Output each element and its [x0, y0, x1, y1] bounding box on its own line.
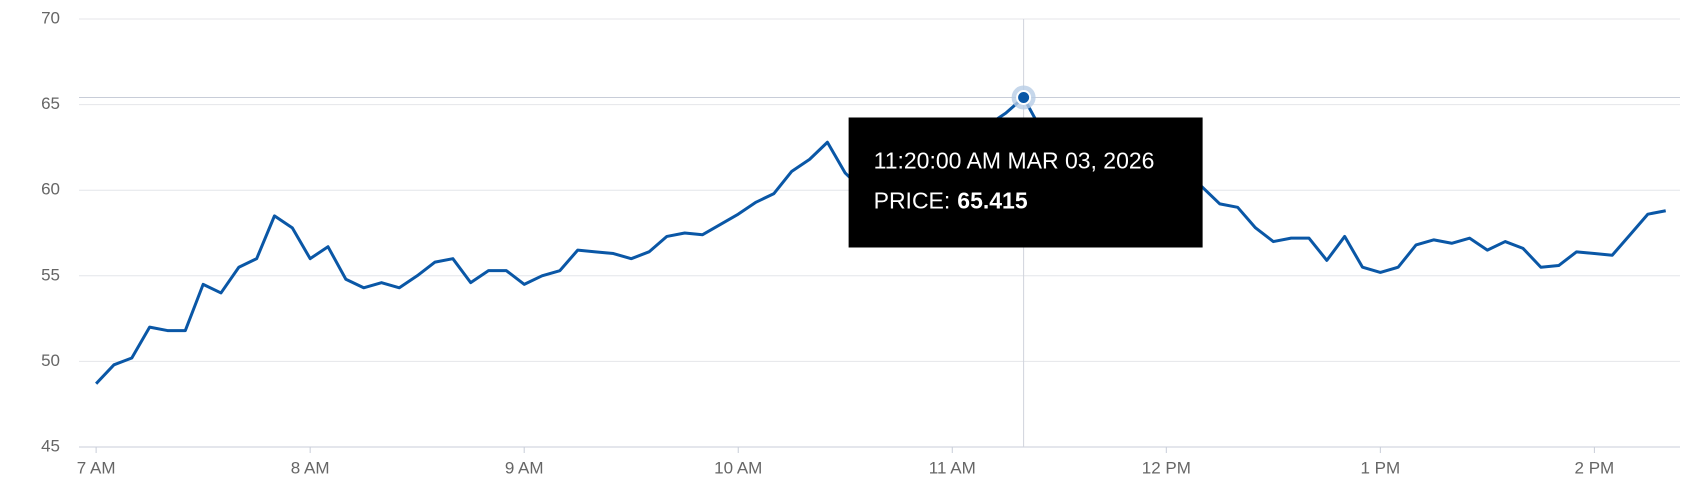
tooltip-time: 11:20:00 AM MAR 03, 2026: [874, 148, 1155, 174]
x-tick-label: 11 AM: [929, 458, 976, 477]
x-tick-label: 12 PM: [1142, 458, 1191, 477]
x-tick-label: 8 AM: [291, 458, 330, 477]
tooltip-price: PRICE: 65.415: [874, 188, 1028, 214]
y-tick-label: 70: [41, 8, 60, 27]
y-tick-label: 50: [41, 351, 60, 370]
tooltip-value: 65.415: [957, 188, 1028, 214]
x-tick-label: 1 PM: [1361, 458, 1401, 477]
x-tick-label: 2 PM: [1575, 458, 1615, 477]
y-tick-label: 65: [41, 94, 60, 113]
y-tick-label: 45: [41, 436, 60, 455]
x-tick-label: 10 AM: [714, 458, 762, 477]
tooltip-box: [848, 117, 1203, 248]
tooltip: 11:20:00 AM MAR 03, 2026 PRICE: 65.415: [848, 117, 1203, 248]
y-tick-label: 60: [41, 180, 60, 199]
y-tick-label: 55: [41, 265, 60, 284]
x-tick-label: 7 AM: [77, 458, 116, 477]
x-tick-label: 9 AM: [505, 458, 544, 477]
tooltip-label: PRICE:: [874, 188, 951, 214]
hover-point: [1016, 89, 1032, 105]
